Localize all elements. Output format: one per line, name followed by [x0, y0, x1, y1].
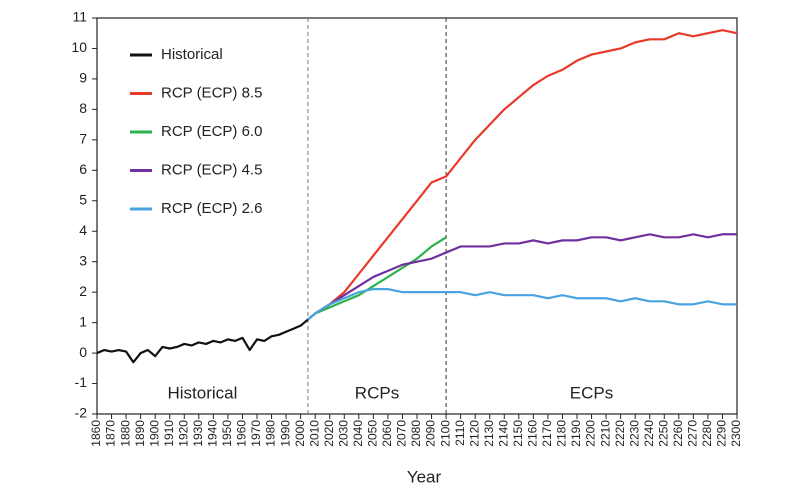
x-tick-label: 2030 — [336, 420, 350, 447]
x-tick-label: 2040 — [351, 420, 365, 447]
x-tick-label: 2220 — [613, 420, 627, 447]
x-tick-label: 2180 — [555, 420, 569, 447]
x-tick-label: 1890 — [133, 420, 147, 447]
x-tick-label: 2070 — [395, 420, 409, 447]
series-line — [307, 236, 447, 321]
y-tick-label: 2 — [79, 283, 87, 299]
x-tick-label: 1870 — [104, 420, 118, 447]
x-tick-label: 2130 — [482, 420, 496, 447]
x-tick-label: 1940 — [206, 420, 220, 447]
x-tick-label: 2060 — [380, 420, 394, 447]
y-tick-label: -2 — [75, 405, 88, 421]
y-tick-label: -1 — [75, 374, 88, 390]
x-tick-label: 2200 — [584, 420, 598, 447]
x-tick-label: 1910 — [162, 420, 176, 447]
x-tick-label: 2150 — [511, 420, 525, 447]
y-tick-label: 5 — [79, 191, 87, 207]
y-tick-label: 1 — [79, 313, 87, 329]
x-tick-label: 1950 — [220, 420, 234, 447]
x-tick-label: 1880 — [118, 420, 132, 447]
x-tick-label: 2090 — [424, 420, 438, 447]
region-label: Historical — [168, 383, 238, 402]
y-tick-label: 8 — [79, 100, 87, 116]
region-label: ECPs — [570, 383, 613, 402]
y-tick-label: 6 — [79, 161, 87, 177]
y-tick-label: 7 — [79, 131, 87, 147]
x-tick-label: 1900 — [147, 420, 161, 447]
legend-label: RCP (ECP) 6.0 — [161, 123, 262, 140]
x-tick-label: 2270 — [686, 420, 700, 447]
x-tick-label: 2000 — [293, 420, 307, 447]
legend-label: RCP (ECP) 2.6 — [161, 200, 262, 217]
x-tick-label: 1990 — [278, 420, 292, 447]
x-tick-label: 2080 — [409, 420, 423, 447]
region-label: RCPs — [355, 383, 399, 402]
series-line — [307, 288, 737, 321]
x-tick-label: 1920 — [176, 420, 190, 447]
x-tick-label: 2280 — [700, 420, 714, 447]
x-tick-label: 2290 — [715, 420, 729, 447]
x-tick-label: 1970 — [249, 420, 263, 447]
x-tick-label: 2120 — [467, 420, 481, 447]
x-tick-label: 2240 — [642, 420, 656, 447]
x-tick-label: 1930 — [191, 420, 205, 447]
x-tick-label: 2010 — [307, 420, 321, 447]
x-tick-label: 2050 — [366, 420, 380, 447]
x-tick-label: 1860 — [89, 420, 103, 447]
x-tick-label: 2300 — [729, 420, 743, 447]
x-tick-label: 2160 — [526, 420, 540, 447]
x-tick-label: 1980 — [264, 420, 278, 447]
y-tick-label: 0 — [79, 344, 87, 360]
x-axis-label: Year — [407, 467, 442, 486]
x-tick-label: 2230 — [627, 420, 641, 447]
y-tick-label: 10 — [71, 39, 87, 55]
legend-label: Historical — [161, 46, 223, 63]
series-line — [307, 233, 737, 321]
x-tick-label: 2100 — [438, 420, 452, 447]
x-tick-label: 2140 — [496, 420, 510, 447]
x-tick-label: 2170 — [540, 420, 554, 447]
y-tick-label: 9 — [79, 70, 87, 86]
y-tick-label: 4 — [79, 222, 87, 238]
legend-label: RCP (ECP) 8.5 — [161, 84, 262, 101]
y-tick-label: 11 — [72, 9, 87, 25]
x-tick-label: 2020 — [322, 420, 336, 447]
x-tick-label: 2210 — [598, 420, 612, 447]
x-tick-label: 2250 — [656, 420, 670, 447]
legend-label: RCP (ECP) 4.5 — [161, 161, 262, 178]
x-tick-label: 2110 — [453, 420, 467, 446]
y-tick-label: 3 — [79, 252, 87, 268]
x-tick-label: 2260 — [671, 420, 685, 447]
series-line — [307, 29, 738, 321]
series-line — [96, 318, 309, 364]
x-tick-label: 2190 — [569, 420, 583, 447]
x-tick-label: 1960 — [235, 420, 249, 447]
